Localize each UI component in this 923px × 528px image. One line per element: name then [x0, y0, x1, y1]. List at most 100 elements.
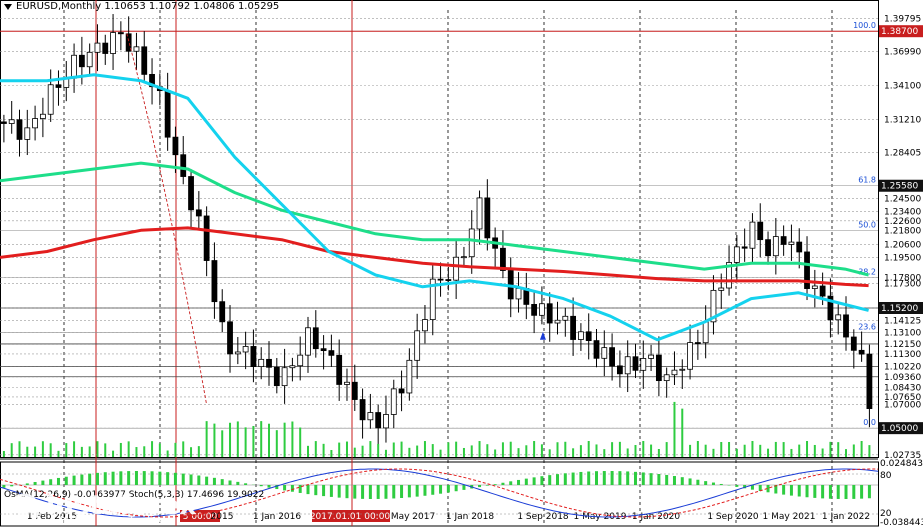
x-tick-label: May 2017	[391, 512, 435, 522]
price-tag-label: 1.25580	[881, 182, 918, 192]
y-tick-label: 1.23400	[884, 207, 921, 217]
bear-candle	[55, 84, 62, 88]
bear-candle	[570, 315, 577, 340]
y-tick-label: 1.39795	[884, 14, 921, 24]
bull-candle	[406, 359, 413, 394]
bull-candle	[811, 285, 818, 289]
bear-candle	[149, 73, 155, 88]
y-tick-label: 1.31210	[884, 115, 921, 125]
x-tick-label: 1 Jan 2020	[632, 512, 680, 522]
bear-candle	[336, 354, 343, 385]
bull-candle	[702, 321, 709, 344]
bear-candle	[16, 119, 23, 140]
osc-tick-label: 20	[880, 509, 892, 519]
bull-candle	[671, 369, 678, 376]
x-tick-label: 1 May 2021	[763, 512, 816, 522]
bull-candle	[624, 356, 631, 375]
bear-candle	[219, 301, 226, 323]
dropdown-triangle-icon[interactable]	[4, 3, 12, 10]
bull-candle	[297, 354, 304, 367]
stoch-signal-line	[0, 468, 879, 518]
bear-candle	[125, 33, 132, 52]
osc-tick-label: 80	[880, 471, 892, 481]
x-tick-label: 1 Sep 2018	[517, 512, 569, 522]
osc-frame	[0, 461, 879, 527]
bear-candle	[741, 246, 748, 249]
bull-candle	[258, 358, 265, 367]
fib-label: 61.8	[858, 176, 876, 185]
bear-candle	[858, 349, 865, 355]
y-tick-label: 1.28405	[884, 148, 921, 158]
main-frame	[0, 0, 879, 458]
bull-candle	[749, 221, 756, 249]
x-tick-label: 1 Sep 2020	[707, 512, 759, 522]
bull-candle	[461, 256, 467, 259]
bull-candle	[453, 256, 460, 281]
bear-candle	[866, 353, 873, 409]
bull-candle	[710, 289, 717, 323]
bull-candle	[476, 197, 483, 230]
bull-candle	[679, 368, 686, 371]
bear-candle	[819, 285, 826, 297]
bear-candle	[796, 241, 803, 253]
bull-candle	[8, 119, 15, 124]
y-tick-label: 1.11300	[884, 350, 921, 360]
bull-candle	[110, 32, 116, 54]
bear-candle	[585, 331, 592, 342]
y-tick-label: 1.07650	[884, 393, 921, 403]
price-tag-bg	[879, 422, 923, 435]
bear-candle	[804, 251, 810, 289]
time-tag-label: 2017.01.01 00:00	[310, 512, 391, 522]
bear-candle	[593, 340, 600, 359]
bear-candle	[843, 314, 849, 338]
instaforex-mark-icon	[8, 493, 40, 525]
price-tag-label: 1.38700	[881, 27, 918, 37]
bear-candle	[266, 358, 272, 368]
bull-candle	[39, 113, 46, 119]
bull-candle	[562, 315, 569, 321]
arrow-marker-icon	[539, 331, 546, 340]
x-tick-label: 1 Feb 2015	[27, 512, 77, 522]
bear-candle	[359, 399, 366, 421]
y-tick-label: 1.13100	[884, 329, 921, 339]
bull-candle	[305, 327, 311, 356]
bull-candle	[726, 262, 732, 289]
fib-label: 50.0	[858, 220, 876, 229]
instaforex-logo: instaforex Instant Forex Trading	[0, 490, 210, 528]
bull-candle	[234, 351, 241, 355]
y-tick-label: 1.09360	[884, 373, 921, 383]
ema-fast-line	[0, 73, 869, 342]
bull-candle	[422, 319, 428, 332]
osc-tick-label: -0.0384435	[880, 518, 923, 528]
x-tick-label: 2015	[211, 512, 234, 522]
bull-candle	[32, 118, 38, 129]
bear-candle	[0, 121, 7, 124]
bear-candle	[445, 279, 452, 281]
x-tick-label: 1 Jan 2016	[253, 512, 301, 522]
logo-tagline: Instant Forex Trading	[60, 515, 166, 526]
price-tag-label: 1.15200	[881, 304, 918, 314]
bear-candle	[655, 354, 662, 382]
bull-candle	[24, 127, 31, 140]
symbol-line: EURUSD,Monthly 1.10653 1.10792 1.04806 1…	[16, 1, 280, 12]
y-tick-label: 1.08430	[884, 384, 921, 394]
bull-candle	[663, 374, 670, 382]
bear-candle	[757, 221, 764, 241]
bull-candle	[539, 303, 545, 316]
bull-candle	[429, 278, 436, 320]
y-tick-label: 1.22600	[884, 217, 921, 227]
bear-candle	[164, 90, 171, 138]
bear-candle	[500, 247, 506, 271]
bull-candle	[687, 342, 693, 370]
y-tick-label: 1.20600	[884, 240, 921, 250]
bear-candle	[531, 304, 538, 316]
bear-candle	[195, 209, 202, 217]
fib-label: 100.0	[853, 21, 876, 30]
y-tick-label: 1.17800	[884, 273, 921, 283]
bear-candle	[609, 347, 615, 367]
bear-candle	[188, 176, 194, 211]
bull-candle	[133, 46, 140, 52]
price-tag-bg	[879, 179, 923, 192]
